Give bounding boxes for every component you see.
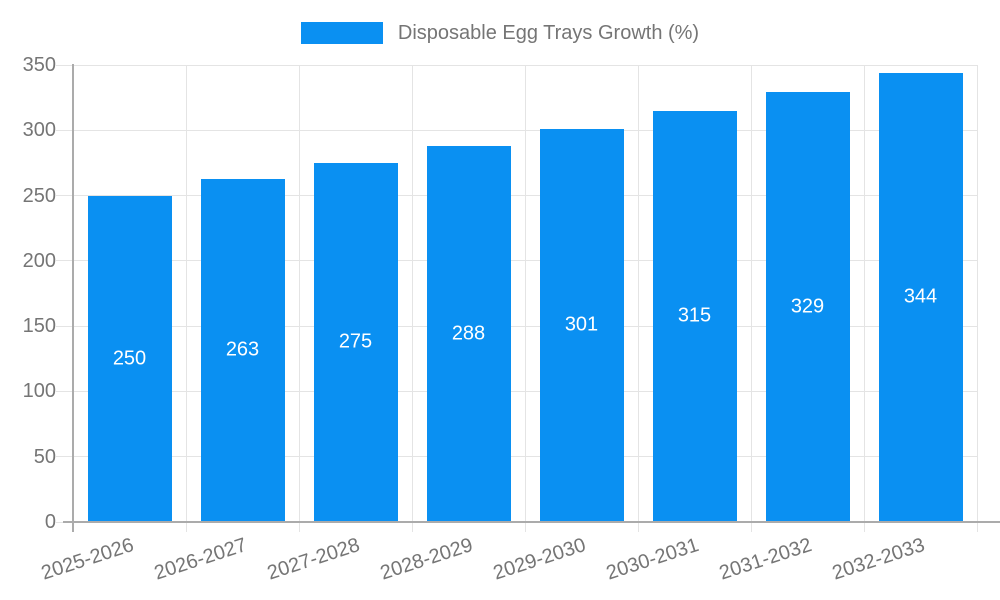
bar-value-label: 288 <box>451 322 486 345</box>
plot-area: 250 263 275 288 301 315 329 344 <box>56 64 978 532</box>
bar-2032-2033 <box>878 72 963 522</box>
bar-value-label: 344 <box>903 285 938 308</box>
y-gridline <box>56 390 977 392</box>
x-category-label: 2029-2030 <box>490 534 589 585</box>
x-gridline <box>976 65 978 532</box>
y-gridline <box>56 456 977 458</box>
bar-value-label: 315 <box>677 304 712 327</box>
y-gridline <box>56 129 977 131</box>
bar-value-label: 301 <box>564 313 599 336</box>
x-category-label: 2028-2029 <box>377 534 476 585</box>
x-gridline <box>298 65 300 532</box>
bar-2029-2030 <box>539 128 624 522</box>
y-tick-label: 200 <box>22 249 56 272</box>
x-category-label: 2025-2026 <box>38 534 137 585</box>
y-tick-label: 150 <box>22 315 56 338</box>
bar-value-label: 250 <box>112 347 147 370</box>
x-category-label: 2030-2031 <box>603 534 702 585</box>
y-tick-label: 50 <box>33 445 56 468</box>
legend-series-label: Disposable Egg Trays Growth (%) <box>397 22 700 44</box>
y-tick-label: 0 <box>44 511 56 533</box>
x-axis-line <box>63 521 1000 523</box>
bar-value-label: 329 <box>790 295 825 318</box>
bar-value-label: 275 <box>338 330 373 353</box>
legend-swatch <box>300 22 383 44</box>
x-gridline <box>524 65 526 532</box>
x-category-label: 2031-2032 <box>716 534 815 585</box>
x-category-label: 2032-2033 <box>829 534 928 585</box>
x-gridline <box>750 65 752 532</box>
x-category-label: 2027-2028 <box>264 534 363 585</box>
y-gridline <box>56 325 977 327</box>
y-gridline <box>56 195 977 197</box>
x-gridline <box>863 65 865 532</box>
y-tick-label: 350 <box>22 54 56 76</box>
x-gridline <box>411 65 413 532</box>
y-tick-label: 250 <box>22 184 56 207</box>
chart-legend: Disposable Egg Trays Growth (%) <box>0 21 1000 45</box>
x-gridline <box>185 65 187 532</box>
bar-2028-2029 <box>426 145 511 522</box>
x-gridline <box>637 65 639 532</box>
y-axis-line <box>72 64 74 532</box>
y-gridline <box>56 260 977 262</box>
y-gridline <box>56 64 977 66</box>
bar-value-label: 263 <box>225 338 260 361</box>
bar-2025-2026 <box>87 195 172 522</box>
bar-2026-2027 <box>200 178 285 522</box>
bar-2027-2028 <box>313 162 398 522</box>
y-tick-label: 100 <box>22 380 56 403</box>
bar-2030-2031 <box>652 110 737 522</box>
y-tick-label: 300 <box>22 119 56 142</box>
bar-2031-2032 <box>765 92 850 522</box>
x-category-label: 2026-2027 <box>151 534 250 585</box>
